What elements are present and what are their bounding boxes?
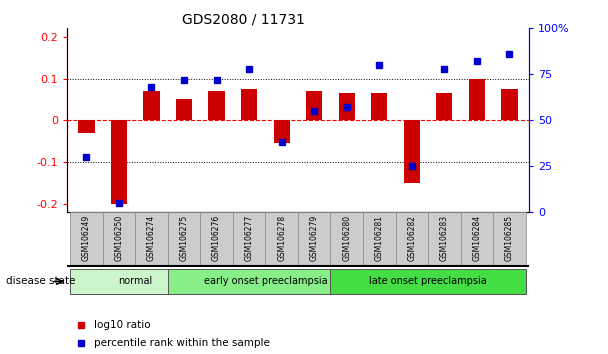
Text: GSM106284: GSM106284	[472, 215, 482, 261]
Text: GSM106283: GSM106283	[440, 215, 449, 261]
Text: GSM106249: GSM106249	[82, 215, 91, 261]
Bar	[168, 269, 363, 294]
Text: normal: normal	[118, 276, 153, 286]
Bar	[436, 93, 452, 120]
Text: GSM106280: GSM106280	[342, 215, 351, 261]
Bar	[298, 212, 331, 266]
Text: percentile rank within the sample: percentile rank within the sample	[94, 338, 269, 348]
Text: GSM106279: GSM106279	[309, 215, 319, 261]
Bar	[469, 79, 485, 120]
Text: log10 ratio: log10 ratio	[94, 320, 150, 330]
Bar	[371, 93, 387, 120]
Text: disease state: disease state	[6, 276, 75, 286]
Bar	[265, 212, 298, 266]
Bar	[493, 212, 526, 266]
Bar	[111, 120, 127, 204]
Bar	[176, 99, 192, 120]
Bar	[135, 212, 168, 266]
Text: GSM106277: GSM106277	[244, 215, 254, 261]
Bar	[200, 212, 233, 266]
Bar	[209, 91, 225, 120]
Text: GSM106282: GSM106282	[407, 215, 416, 261]
Text: early onset preeclampsia: early onset preeclampsia	[204, 276, 327, 286]
Bar	[103, 212, 135, 266]
Bar	[70, 269, 200, 294]
Bar	[70, 212, 103, 266]
Bar	[168, 212, 200, 266]
Bar	[363, 212, 396, 266]
Text: late onset preeclampsia: late onset preeclampsia	[369, 276, 487, 286]
Bar	[404, 120, 420, 183]
Text: GSM106278: GSM106278	[277, 215, 286, 261]
Bar	[274, 120, 290, 143]
Bar	[396, 212, 428, 266]
Bar	[428, 212, 461, 266]
Text: GSM106250: GSM106250	[114, 215, 123, 261]
Bar	[233, 212, 265, 266]
Bar	[461, 212, 493, 266]
Bar	[143, 91, 160, 120]
Bar	[331, 269, 526, 294]
Bar	[331, 212, 363, 266]
Text: GSM106275: GSM106275	[179, 215, 188, 261]
Text: GSM106274: GSM106274	[147, 215, 156, 261]
Bar	[241, 89, 257, 120]
Bar	[78, 120, 94, 133]
Text: GSM106285: GSM106285	[505, 215, 514, 261]
Text: GSM106281: GSM106281	[375, 215, 384, 261]
Text: GDS2080 / 11731: GDS2080 / 11731	[182, 12, 305, 27]
Bar	[306, 91, 322, 120]
Bar	[339, 93, 355, 120]
Text: GSM106276: GSM106276	[212, 215, 221, 261]
Bar	[502, 89, 517, 120]
